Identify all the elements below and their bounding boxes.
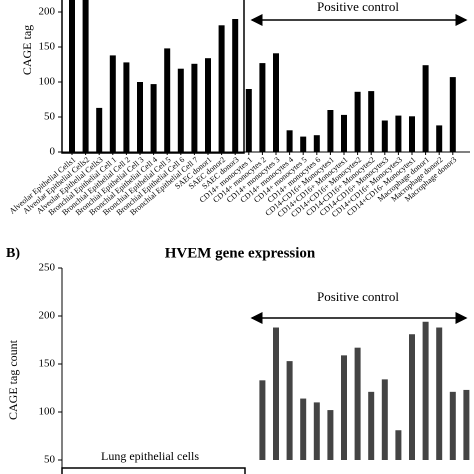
- bar: [313, 402, 320, 460]
- bar: [123, 62, 130, 152]
- y-tick-label: 150: [39, 41, 56, 53]
- bar: [327, 110, 334, 152]
- y-tick-label: 200: [39, 6, 56, 18]
- bar: [300, 398, 307, 460]
- bar: [164, 48, 171, 152]
- bar: [273, 53, 279, 152]
- panel-label: B): [6, 246, 20, 261]
- bar: [205, 58, 211, 153]
- bar: [300, 136, 307, 152]
- annotation: Positive control: [317, 289, 399, 304]
- bar: [422, 321, 429, 460]
- bar: [82, 0, 89, 152]
- bar: [245, 89, 252, 152]
- bar: [436, 125, 443, 152]
- bar: [463, 389, 470, 460]
- y-tick-label: 100: [39, 76, 56, 88]
- bar: [381, 379, 388, 460]
- bar: [259, 63, 266, 152]
- group-label: Lung epithelial cells: [101, 449, 199, 463]
- bar: [177, 68, 184, 152]
- bar: [286, 361, 293, 460]
- y-tick-label: 100: [39, 406, 56, 418]
- y-tick-label: 0: [50, 146, 56, 158]
- bar: [218, 25, 225, 152]
- bar: [422, 65, 429, 152]
- y-tick-label: 250: [39, 262, 56, 274]
- y-tick-label: 150: [39, 358, 56, 370]
- y-axis-label: CAGE tag: [20, 25, 34, 75]
- bar: [96, 107, 103, 152]
- bar: [313, 135, 320, 152]
- bar: [232, 19, 239, 152]
- bar: [395, 430, 402, 460]
- annotation: Positive control: [317, 0, 399, 14]
- bar: [395, 115, 402, 152]
- bar: [354, 347, 361, 460]
- bar: [150, 84, 157, 152]
- bar: [436, 327, 443, 460]
- bar: [327, 410, 334, 460]
- group-box: [61, 467, 246, 474]
- bar: [449, 391, 456, 460]
- bar: [409, 116, 415, 152]
- bar: [273, 327, 279, 460]
- y-tick-label: 200: [39, 310, 56, 322]
- chart-title: HVEM gene expression: [165, 245, 316, 261]
- bar: [449, 77, 456, 152]
- bar: [341, 355, 347, 460]
- bar: [191, 63, 198, 152]
- bar: [354, 91, 361, 152]
- bar: [368, 91, 375, 152]
- bar: [69, 0, 75, 152]
- bar: [341, 114, 347, 152]
- bar: [259, 380, 266, 460]
- bar: [409, 334, 415, 460]
- y-tick-label: 50: [44, 454, 56, 466]
- bar: [381, 120, 388, 152]
- bar: [109, 55, 116, 152]
- bar: [137, 82, 143, 152]
- y-axis-label: CAGE tag count: [6, 339, 20, 420]
- y-tick-label: 50: [44, 111, 56, 123]
- bar: [368, 391, 375, 460]
- bar: [286, 130, 293, 152]
